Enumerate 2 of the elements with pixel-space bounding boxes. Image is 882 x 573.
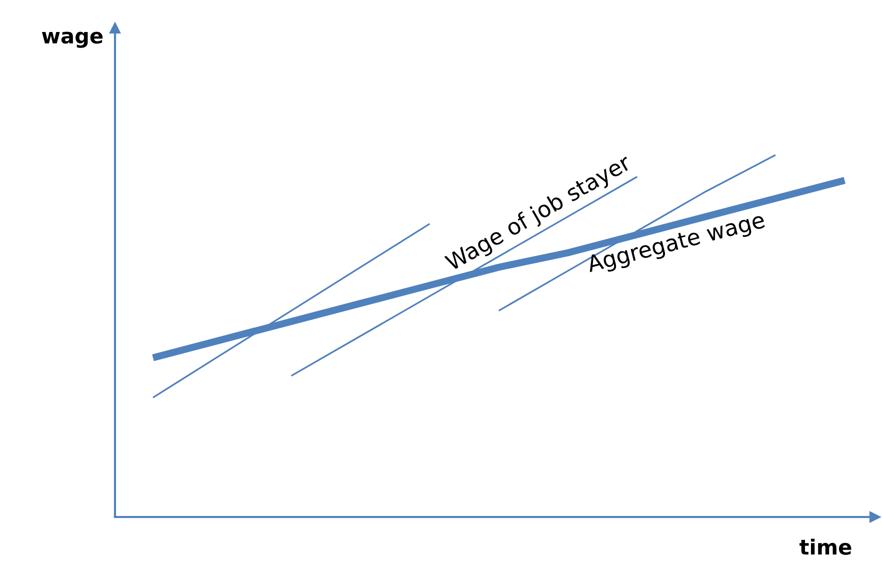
x-axis-title: time (800, 538, 852, 555)
text: wage (42, 32, 103, 48)
